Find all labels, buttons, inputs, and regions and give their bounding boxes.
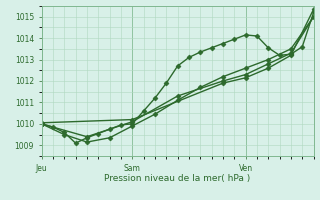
X-axis label: Pression niveau de la mer( hPa ): Pression niveau de la mer( hPa ) xyxy=(104,174,251,183)
